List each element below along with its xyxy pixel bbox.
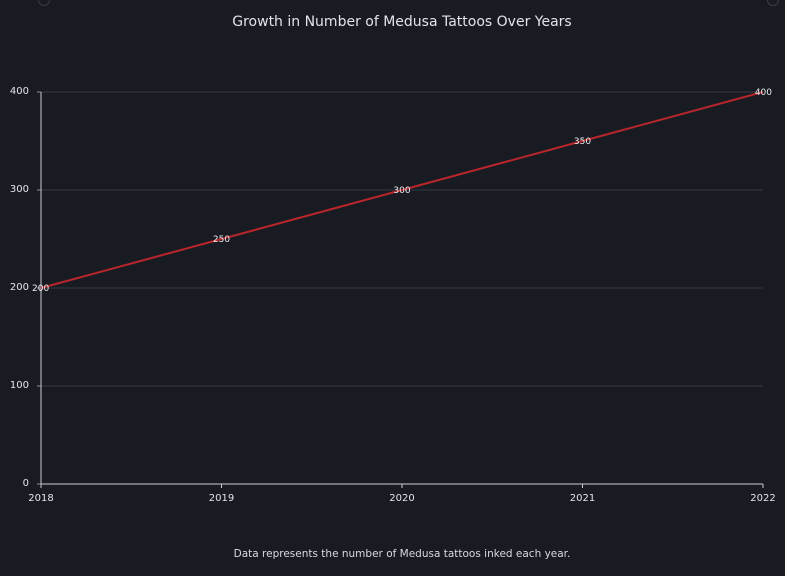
x-tick-label: 2020	[389, 493, 414, 504]
y-tick-label: 200	[10, 282, 29, 293]
y-tick-label: 100	[10, 380, 29, 391]
x-tick-label: 2018	[28, 493, 53, 504]
data-label: 300	[393, 186, 410, 196]
y-tick-label: 400	[10, 86, 29, 97]
x-tick-label: 2021	[570, 493, 595, 504]
data-label: 400	[755, 88, 772, 98]
data-label: 200	[32, 284, 49, 294]
x-tick-label: 2022	[750, 493, 775, 504]
series-line	[40, 91, 764, 289]
y-tick-label: 300	[10, 184, 29, 195]
chart-caption: Data represents the number of Medusa tat…	[233, 548, 571, 560]
x-tick-label: 2019	[209, 493, 234, 504]
data-label: 350	[574, 137, 591, 147]
y-tick-label: 0	[23, 478, 29, 489]
chart-title: Growth in Number of Medusa Tattoos Over …	[232, 14, 572, 30]
data-label: 250	[213, 235, 230, 245]
